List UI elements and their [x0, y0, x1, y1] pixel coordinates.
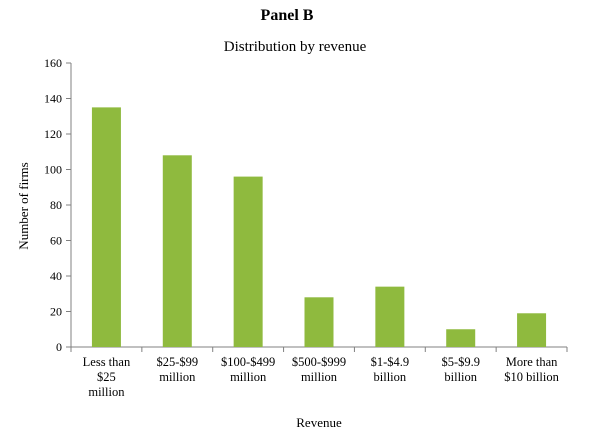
x-axis-title: Revenue: [296, 415, 342, 430]
y-axis: 0 20 40 60 80 100 120 140 160: [44, 56, 72, 354]
bars: [91, 107, 547, 347]
y-tick-label: 20: [50, 305, 62, 319]
category-label-line: million: [159, 370, 196, 384]
category-label-line: million: [230, 370, 267, 384]
y-tick-label: 120: [44, 127, 62, 141]
y-tick-label: 80: [50, 198, 62, 212]
y-tick-label: 0: [56, 340, 62, 354]
category-label-line: $500-$999: [292, 355, 346, 369]
category-label-line: $25: [97, 370, 116, 384]
bar: [162, 155, 192, 347]
bar: [233, 176, 263, 347]
y-axis-title: Number of firms: [16, 162, 31, 249]
category-label: $500-$999 million: [292, 355, 346, 384]
category-label-line: million: [301, 370, 338, 384]
panel-title: Panel B: [261, 7, 314, 24]
y-tick-label: 60: [50, 234, 62, 248]
category-label-line: More than: [506, 355, 558, 369]
category-label-line: $25-$99: [156, 355, 198, 369]
y-tick-label: 40: [50, 269, 62, 283]
category-label: $1-$4.9 billion: [371, 355, 410, 384]
bar: [91, 107, 121, 347]
category-label: Less than $25 million: [83, 355, 131, 399]
x-axis: [70, 346, 568, 352]
category-label: $100-$499 million: [221, 355, 275, 384]
category-label: More than $10 billion: [504, 355, 559, 384]
category-label-line: billion: [374, 370, 407, 384]
category-label-line: $5-$9.9: [441, 355, 480, 369]
bar: [304, 297, 334, 347]
bar: [446, 329, 476, 347]
category-label: $25-$99 million: [156, 355, 198, 384]
category-labels: Less than $25 million$25-$99 million$100-$4…: [83, 355, 560, 399]
y-tick-label: 100: [44, 163, 62, 177]
category-label-line: billion: [444, 370, 477, 384]
bar: [517, 313, 547, 347]
bar: [375, 286, 405, 347]
category-label: $5-$9.9 billion: [441, 355, 480, 384]
y-tick-label: 140: [44, 92, 62, 106]
category-label-line: million: [88, 385, 125, 399]
y-tick-label: 160: [44, 56, 62, 70]
category-label-line: $10 billion: [504, 370, 559, 384]
category-label-line: $1-$4.9: [371, 355, 410, 369]
category-label-line: Less than: [83, 355, 131, 369]
category-label-line: $100-$499: [221, 355, 275, 369]
chart-title: Distribution by revenue: [224, 39, 367, 55]
